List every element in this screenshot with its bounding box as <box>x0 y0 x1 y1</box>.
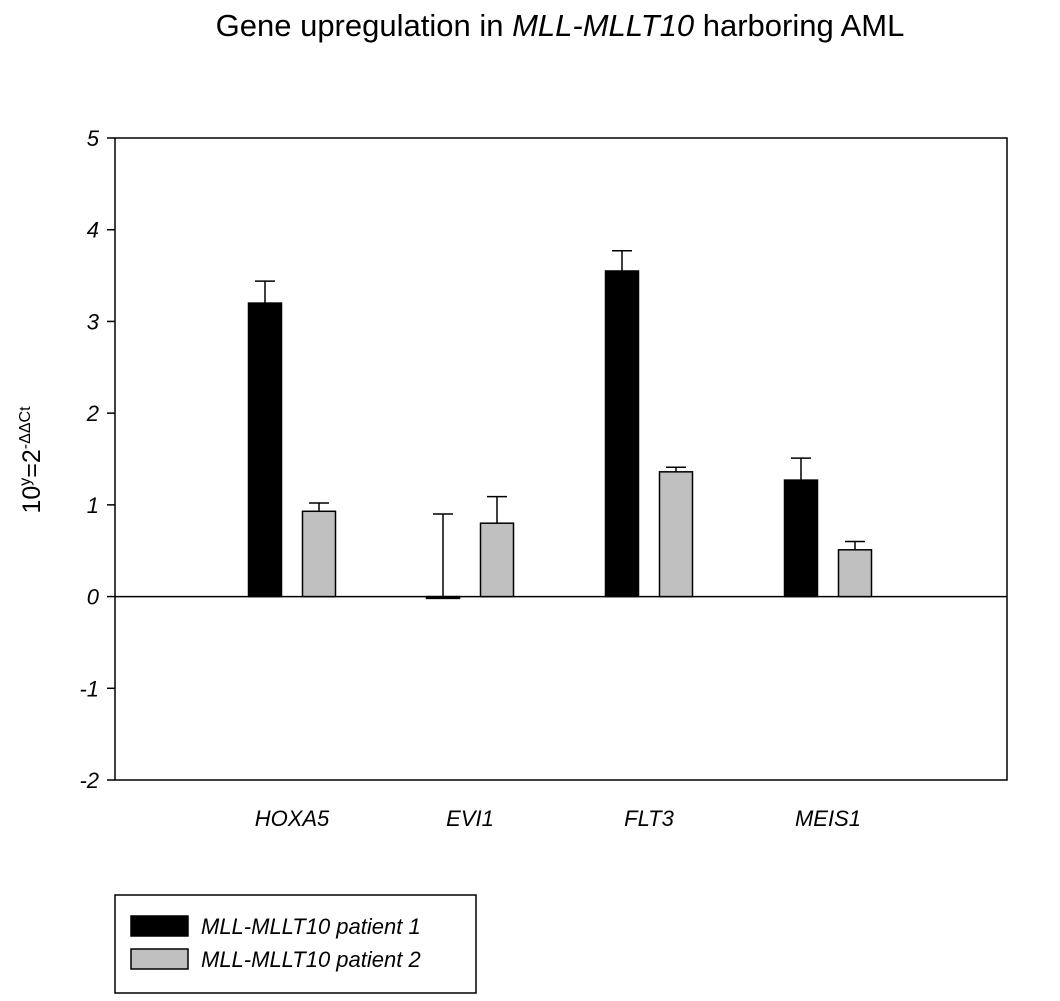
y-tick-label: 2 <box>86 401 99 426</box>
bar <box>783 479 819 598</box>
y-tick-label: 1 <box>87 493 99 518</box>
bar <box>658 471 694 598</box>
y-axis-label-mid: =2 <box>18 449 46 478</box>
chart-title-suffix: harboring AML <box>694 8 905 43</box>
x-tick-label: EVI1 <box>446 806 494 831</box>
y-tick-label: 4 <box>87 218 99 243</box>
plot-frame <box>114 137 1008 781</box>
y-tick-label: -1 <box>79 676 99 701</box>
chart-title-prefix: Gene upregulation in <box>215 8 513 43</box>
x-tick-label: MEIS1 <box>795 806 861 831</box>
y-tick-label: -2 <box>79 768 99 793</box>
legend: MLL-MLLT10 patient 1 MLL-MLLT10 patient 2 <box>114 894 477 994</box>
bar <box>425 595 461 600</box>
x-tick-label: HOXA5 <box>255 806 330 831</box>
bar <box>604 270 640 598</box>
legend-swatch <box>130 948 189 970</box>
y-axis-label-exp1: y <box>17 478 34 486</box>
bar <box>247 302 283 598</box>
chart-title: Gene upregulation in MLL-MLLT10 harborin… <box>0 8 1060 44</box>
y-tick-label: 0 <box>87 585 100 610</box>
legend-swatch <box>130 915 189 937</box>
bar <box>479 522 515 598</box>
y-axis-label-exp2: -ΔΔCt <box>17 406 34 449</box>
legend-entry-label: MLL-MLLT10 patient 1 <box>201 914 421 939</box>
y-tick-label: 3 <box>87 309 100 334</box>
y-tick-label: 5 <box>87 126 100 151</box>
y-axis-label: 10y=2-ΔΔCt <box>17 406 46 514</box>
bar <box>301 510 337 598</box>
chart-title-italic: MLL-MLLT10 <box>512 8 695 43</box>
bar <box>837 549 873 598</box>
legend-entry-label: MLL-MLLT10 patient 2 <box>201 947 421 972</box>
x-tick-label: FLT3 <box>624 806 674 831</box>
legend-box <box>114 894 477 994</box>
